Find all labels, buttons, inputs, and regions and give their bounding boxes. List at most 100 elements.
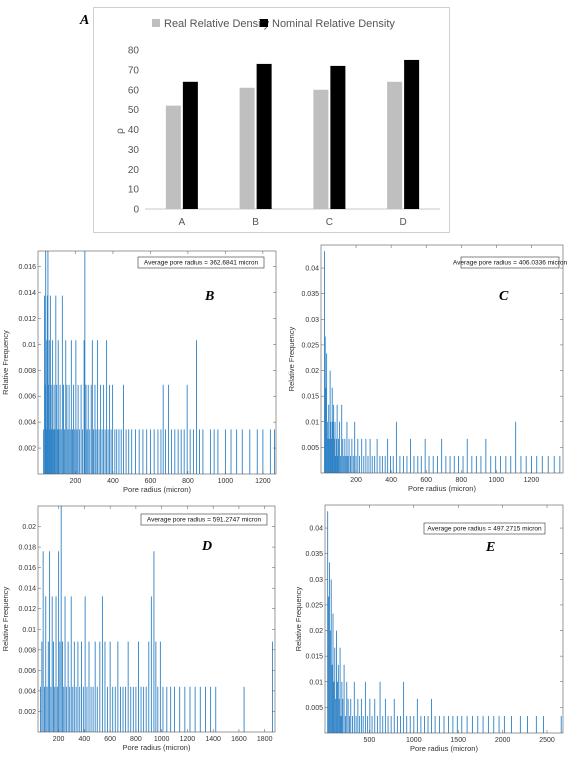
bar [165, 105, 181, 209]
x-tick-label: 1000 [154, 736, 170, 743]
y-tick-label: 10 [128, 185, 140, 196]
y-tick-label: 0.02 [22, 524, 36, 531]
plot-frame [324, 504, 564, 734]
x-tick-label: 1000 [406, 737, 422, 744]
plot-frame [37, 505, 276, 733]
y-tick-label: 0.015 [301, 394, 319, 401]
bars [324, 251, 561, 473]
panel-label: E [485, 540, 495, 555]
x-tick-label: 200 [70, 478, 82, 485]
y-tick-label: 0.008 [18, 368, 36, 375]
x-axis-label: Pore radius (micron) [123, 743, 191, 752]
y-tick-label: 0.002 [18, 446, 36, 453]
y-tick-label: 0.01 [309, 679, 323, 686]
x-tick-label: 1600 [231, 736, 247, 743]
x-tick-label: 1400 [205, 736, 221, 743]
x-tick-label: 200 [350, 477, 362, 484]
x-tick-label: 200 [53, 736, 65, 743]
y-tick-label: 0.004 [18, 420, 36, 427]
y-tick-label: 0.03 [309, 577, 323, 584]
annotation-box [140, 513, 268, 526]
y-tick-label: 0.018 [18, 545, 36, 552]
y-axis-label: Relative Frequency [287, 326, 296, 391]
y-axis-label: Relative Frequency [1, 586, 10, 651]
x-tick-label: 400 [107, 478, 119, 485]
bar [256, 63, 272, 209]
bars [327, 511, 562, 733]
annotation-text: Average pore radius = 497.2715 micron [427, 526, 542, 533]
y-tick-label: 0.035 [305, 551, 323, 558]
x-tick-label: 1200 [524, 477, 540, 484]
annotation-box [137, 256, 265, 269]
y-tick-label: 0.012 [18, 316, 36, 323]
y-tick-label: 0.002 [18, 709, 36, 716]
x-tick-label: 500 [364, 737, 376, 744]
y-tick-label: 0.025 [305, 602, 323, 609]
legend-entry: Real Relative Density [164, 18, 270, 30]
x-tick-label: 1200 [180, 736, 196, 743]
bar [239, 87, 255, 209]
bar-chart-a: A 0 10 20 30 40 50 60 70 80 ρ Real Relative Density… [79, 7, 450, 233]
x-tick-label: 600 [104, 736, 116, 743]
y-axis-label: Relative Frequency [294, 586, 303, 651]
legend-entry: Nominal Relative Density [272, 18, 395, 30]
y-tick-label: 0.03 [305, 317, 319, 324]
y-tick-label: 0.015 [305, 654, 323, 661]
y-tick-label: 70 [128, 65, 140, 76]
y-tick-label: 0.014 [18, 586, 36, 593]
plot-frame [320, 244, 564, 474]
x-axis-label: Pore radius (micron) [123, 485, 191, 494]
x-tick-label: 800 [455, 477, 467, 484]
legend-swatch [260, 19, 268, 27]
y-tick-label: 0.006 [18, 394, 36, 401]
y-axis-label: Relative Frequency [1, 330, 10, 395]
x-tick-label: 600 [145, 478, 157, 485]
y-tick-label: 0.025 [301, 342, 319, 349]
annotation-text: Average pore radius = 591.2747 micron [147, 517, 262, 524]
histogram-d: 0.002 0.004 0.006 0.008 0.01 0.012 0.014 0.016 0… [1, 505, 276, 752]
y-tick-label: 0.005 [301, 445, 319, 452]
x-tick-label: C [326, 217, 333, 228]
x-tick-label: 800 [182, 478, 194, 485]
x-tick-label: A [179, 217, 186, 228]
panel-label: A [79, 13, 89, 28]
y-axis-label: ρ [115, 128, 126, 134]
y-tick-label: 0.04 [309, 526, 323, 533]
x-tick-label: 400 [385, 477, 397, 484]
x-tick-label: 2000 [495, 737, 511, 744]
x-tick-label: 1200 [255, 478, 271, 485]
x-axis-label: Pore radius (micron) [410, 744, 478, 753]
bar [182, 81, 198, 209]
y-tick-label: 0.004 [18, 688, 36, 695]
x-tick-label: 1500 [450, 737, 466, 744]
y-tick-label: 0.016 [18, 264, 36, 271]
y-tick-label: 0.02 [305, 368, 319, 375]
bar [404, 59, 420, 209]
x-tick-label: 2500 [539, 737, 555, 744]
x-tick-label: 1000 [489, 477, 505, 484]
y-tick-label: 0.01 [305, 419, 319, 426]
y-tick-label: 0.016 [18, 565, 36, 572]
y-tick-label: 60 [128, 85, 140, 96]
bars [40, 506, 273, 732]
x-axis-label: Pore radius (micron) [408, 484, 476, 493]
y-tick-label: 80 [128, 46, 140, 57]
bar [313, 89, 329, 209]
annotation-box [423, 522, 546, 535]
y-tick-label: 0.01 [22, 627, 36, 634]
bar [330, 65, 346, 210]
y-tick-label: 0.008 [18, 647, 36, 654]
y-tick-label: 0.01 [22, 342, 36, 349]
y-tick-label: 0.012 [18, 606, 36, 613]
histogram-c: 0.005 0.01 0.015 0.02 0.025 0.03 0.035 0.04 200 4… [287, 244, 568, 493]
y-tick-label: 40 [128, 125, 140, 136]
y-tick-label: 0 [133, 205, 139, 216]
panel-label: C [499, 289, 509, 304]
y-tick-label: 20 [128, 165, 140, 176]
x-tick-label: B [252, 217, 259, 228]
annotation-text: Average pore radius = 406.0336 micron [453, 260, 568, 267]
annotation-text: Average pore radius = 362.6841 micron [144, 260, 259, 267]
y-tick-label: 50 [128, 105, 140, 116]
legend-swatch [152, 19, 160, 27]
y-tick-label: 30 [128, 145, 140, 156]
